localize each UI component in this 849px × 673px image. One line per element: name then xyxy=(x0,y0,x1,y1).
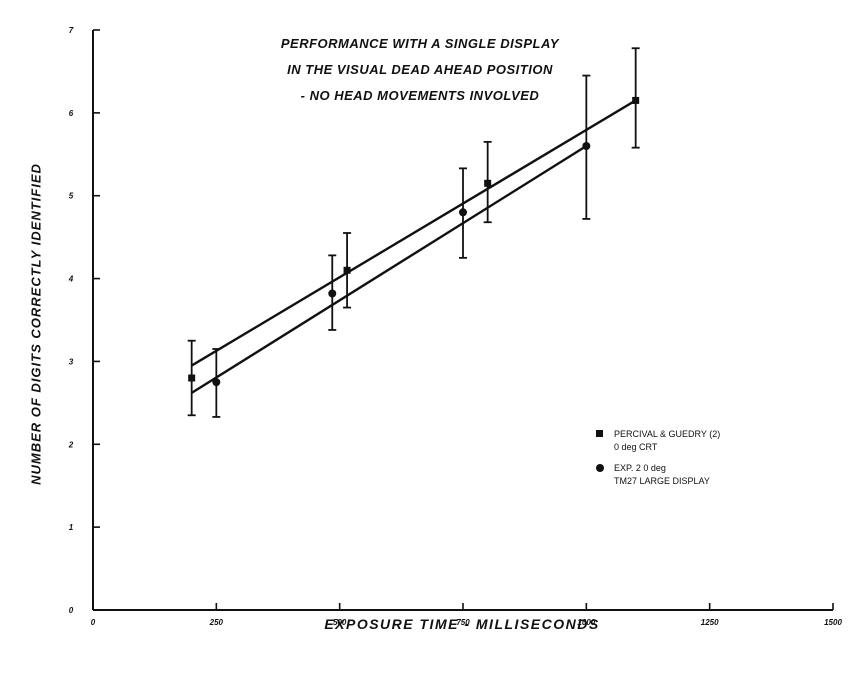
y-tick-label: 1 xyxy=(69,523,74,532)
series-1-data-point xyxy=(343,266,351,274)
legend-item-series-1: PERCIVAL & GUEDRY (2) 0 deg CRT xyxy=(596,428,720,454)
chart-title-line-2: IN THE VISUAL DEAD AHEAD POSITION xyxy=(287,62,553,77)
x-tick-label: 0 xyxy=(91,618,96,627)
y-tick-label: 4 xyxy=(68,275,74,284)
legend-label-series-1-line-2: 0 deg CRT xyxy=(614,442,658,452)
x-tick-label: 750 xyxy=(456,618,470,627)
legend-square-marker-icon xyxy=(596,430,603,437)
chart-title-line-3: - NO HEAD MOVEMENTS INVOLVED xyxy=(300,88,540,103)
series-2-data-point xyxy=(459,208,467,217)
legend-item-series-2: EXP. 2 0 deg TM27 LARGE DISPLAY xyxy=(596,462,720,488)
x-tick-label: 1500 xyxy=(824,618,842,627)
legend-label-series-2-line-2: TM27 LARGE DISPLAY xyxy=(614,476,710,486)
y-tick-label: 2 xyxy=(68,440,74,449)
y-tick-label: 5 xyxy=(69,192,74,201)
y-tick-label: 6 xyxy=(69,109,74,118)
y-axis-label: NUMBER OF DIGITS CORRECTLY IDENTIFIED xyxy=(28,163,44,485)
series-1-fit-line xyxy=(191,99,637,367)
series-2-data-point xyxy=(582,142,591,150)
x-tick-label: 1000 xyxy=(577,618,595,627)
x-axis-label: EXPOSURE TIME - MILLISECONDS xyxy=(324,616,600,632)
legend-circle-marker-icon xyxy=(596,464,604,472)
x-tick-label: 1250 xyxy=(701,618,719,627)
y-tick-label: 3 xyxy=(69,357,74,366)
y-tick-label: 0 xyxy=(69,606,74,615)
legend-label-series-2-line-1: EXP. 2 0 deg xyxy=(614,463,666,473)
legend-label-series-1-line-1: PERCIVAL & GUEDRY (2) xyxy=(614,429,721,439)
series-2-data-point xyxy=(328,289,337,298)
series-2-data-point xyxy=(212,378,221,387)
x-tick-label: 500 xyxy=(333,618,347,627)
y-tick-label: 7 xyxy=(69,26,74,35)
series-2-fit-line xyxy=(191,144,587,394)
series-1-data-point xyxy=(484,179,492,187)
x-tick-label: 250 xyxy=(209,618,224,627)
chart-title-line-1: PERFORMANCE WITH A SINGLE DISPLAY xyxy=(280,36,560,51)
series-1-data-point xyxy=(188,374,196,382)
legend: PERCIVAL & GUEDRY (2) 0 deg CRT EXP. 2 0… xyxy=(596,428,720,496)
series-1-data-point xyxy=(632,96,640,104)
